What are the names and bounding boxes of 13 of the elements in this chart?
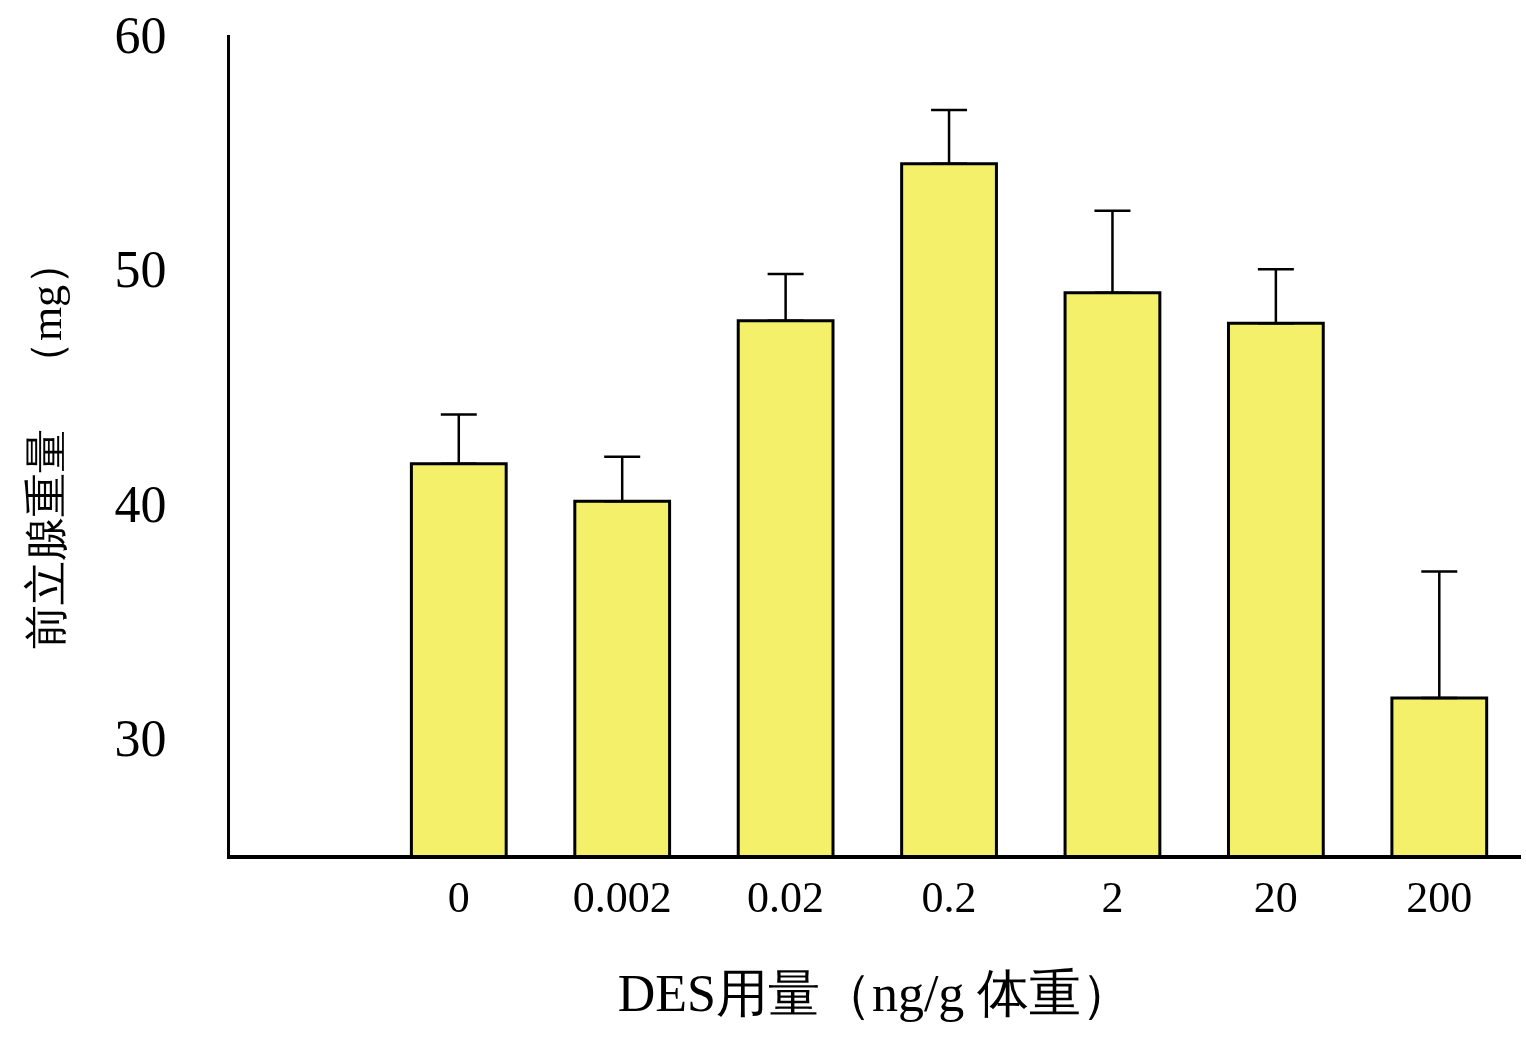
y-tick-label: 40 — [114, 475, 167, 533]
x-axis-title: DES用量（ng/g 体重） — [617, 965, 1134, 1023]
y-tick-label: 30 — [114, 710, 167, 768]
y-axis-title: 前立腺重量 （mg） — [21, 240, 71, 650]
y-tick-label: 50 — [114, 241, 167, 299]
x-tick-label: 0.02 — [747, 872, 825, 922]
x-tick-label: 0 — [447, 872, 470, 922]
x-tick-label: 200 — [1406, 872, 1473, 922]
x-tick-label: 0.002 — [572, 872, 672, 922]
x-tick-label: 0.2 — [921, 872, 977, 922]
y-tick-label: 60 — [114, 7, 167, 65]
x-tick-label: 20 — [1253, 872, 1298, 922]
x-tick-label: 2 — [1101, 872, 1124, 922]
